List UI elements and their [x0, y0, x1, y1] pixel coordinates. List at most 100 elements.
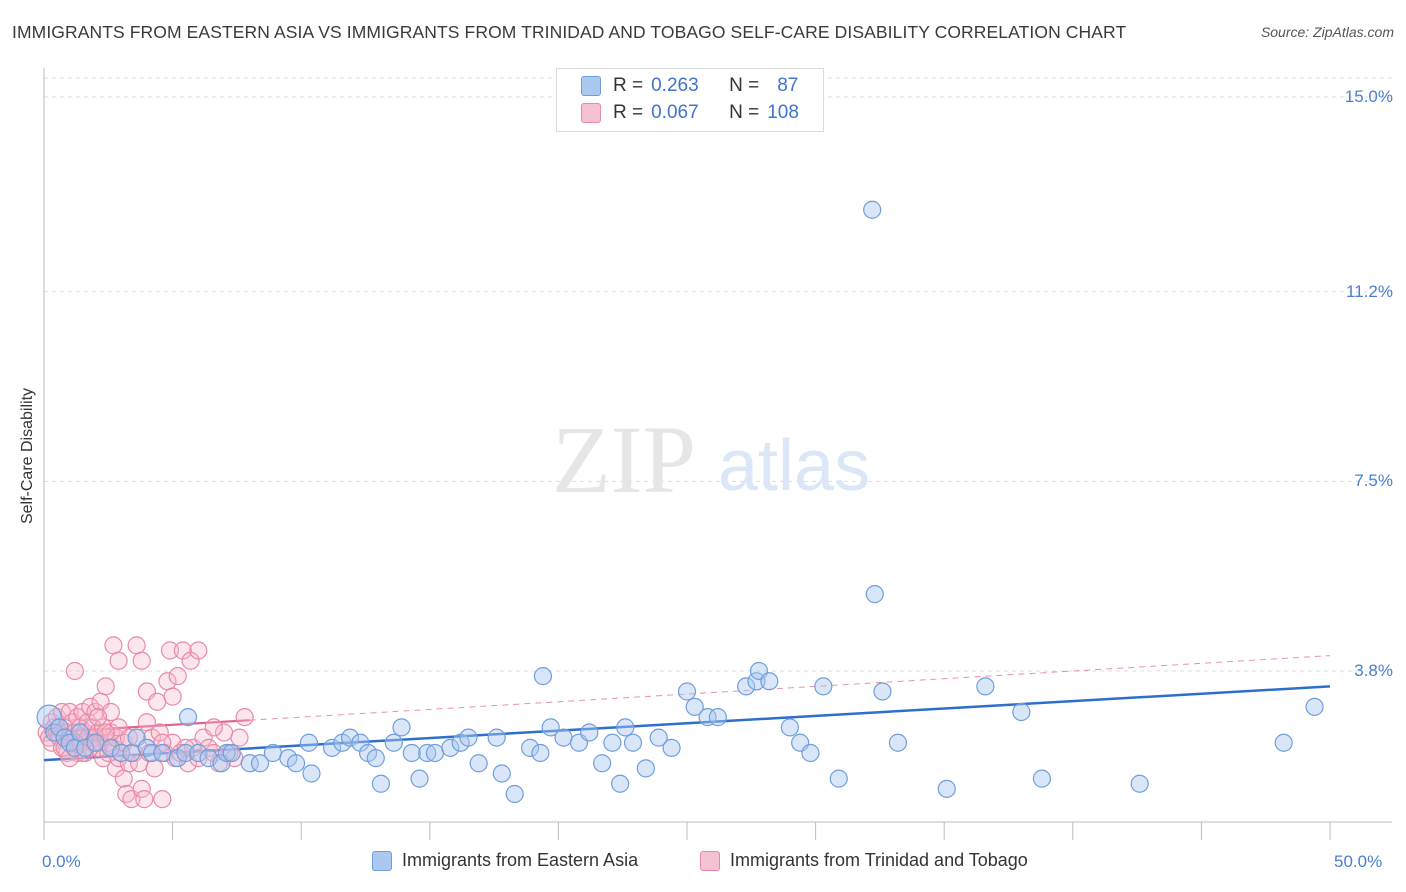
data-point-trinidad-tobago [148, 692, 167, 711]
legend-row-trinidad-tobago: R = 0.067 N = 108 [581, 100, 799, 126]
series-trinidad-tobago-points [37, 636, 254, 809]
legend-n-value: 87 [777, 75, 799, 96]
data-point-eastern-asia [737, 677, 756, 696]
legend-n-value: 108 [767, 102, 799, 123]
data-point-eastern-asia [829, 769, 848, 788]
bottom-legend-eastern-asia: Immigrants from Eastern Asia [372, 850, 638, 871]
data-point-trinidad-tobago [96, 728, 115, 747]
data-point-trinidad-tobago [88, 708, 108, 727]
data-point-eastern-asia [410, 769, 429, 788]
data-point-trinidad-tobago [81, 697, 100, 716]
data-point-trinidad-tobago [96, 677, 115, 696]
data-point-eastern-asia [112, 743, 131, 763]
grid-lines [44, 77, 1392, 672]
data-point-eastern-asia [286, 754, 306, 773]
data-point-trinidad-tobago [168, 667, 187, 686]
data-point-eastern-asia [505, 784, 524, 804]
data-point-trinidad-tobago [109, 651, 128, 670]
data-point-eastern-asia [50, 718, 69, 737]
data-point-trinidad-tobago [181, 651, 200, 670]
data-point-eastern-asia [384, 733, 403, 752]
data-point-eastern-asia [554, 728, 573, 747]
data-point-eastern-asia [863, 200, 882, 219]
data-point-eastern-asia [217, 743, 236, 763]
data-point-eastern-asia [580, 723, 599, 742]
data-point-eastern-asia [322, 738, 342, 757]
watermark-atlas: atlas [718, 426, 870, 506]
data-point-eastern-asia [487, 728, 506, 747]
data-point-trinidad-tobago [160, 641, 180, 660]
data-point-eastern-asia [636, 759, 655, 778]
data-point-trinidad-tobago [127, 636, 146, 655]
bottom-legend-label: Immigrants from Trinidad and Tobago [730, 850, 1028, 870]
legend-r-label: R = [613, 102, 644, 123]
legend-row-eastern-asia: R = 0.263 N = 87 [581, 73, 798, 99]
data-point-trinidad-tobago [163, 687, 182, 706]
legend-n-label: N = [729, 75, 760, 96]
data-point-eastern-asia [708, 708, 727, 727]
data-point-eastern-asia [649, 728, 668, 747]
series-eastern-asia-points [36, 200, 1324, 804]
data-point-trinidad-tobago [145, 759, 164, 778]
data-point-eastern-asia [240, 754, 259, 773]
legend-r-label: R = [613, 75, 644, 96]
y-tick-label: 7.5% [1354, 471, 1393, 491]
data-point-trinidad-tobago [173, 641, 192, 660]
data-point-eastern-asia [698, 708, 717, 727]
watermark: ZIP atlas [552, 406, 870, 513]
data-point-eastern-asia [122, 743, 141, 763]
data-point-eastern-asia [760, 672, 779, 691]
data-point-trinidad-tobago [132, 651, 151, 670]
data-point-eastern-asia [76, 738, 95, 757]
data-point-trinidad-tobago [60, 749, 79, 768]
legend-n-label: N = [729, 102, 760, 123]
data-point-eastern-asia [873, 682, 892, 701]
data-point-trinidad-tobago [153, 790, 172, 809]
legend-r-value: 0.263 [651, 75, 699, 96]
data-point-eastern-asia [178, 708, 198, 727]
legend-swatch-blue [581, 76, 601, 96]
y-tick-label: 11.2% [1346, 281, 1393, 301]
data-point-eastern-asia [865, 585, 884, 604]
data-point-trinidad-tobago [65, 661, 84, 681]
data-point-eastern-asia [392, 718, 411, 737]
data-point-eastern-asia [1305, 697, 1324, 716]
legend-swatch-pink [581, 103, 601, 123]
axes [43, 68, 1392, 840]
data-point-eastern-asia [153, 743, 172, 763]
data-point-eastern-asia [441, 738, 460, 757]
bottom-legend-swatch-blue [372, 850, 392, 871]
data-point-eastern-asia [801, 743, 820, 763]
data-point-eastern-asia [814, 677, 833, 696]
bottom-legend-label: Immigrants from Eastern Asia [402, 850, 639, 870]
data-point-trinidad-tobago [204, 743, 223, 763]
source-credit: Source: ZipAtlas.com [1260, 24, 1394, 40]
data-point-trinidad-tobago [235, 708, 254, 727]
trend-line-trinidad-tobago-extension [249, 655, 1331, 721]
data-point-eastern-asia [142, 743, 162, 763]
correlation-legend: R = 0.263 N = 87 R = 0.067 N = 108 [556, 68, 824, 132]
data-point-eastern-asia [533, 667, 553, 686]
data-point-eastern-asia [492, 764, 511, 783]
x-tick-label-max: 50.0% [1334, 852, 1383, 871]
data-point-eastern-asia [1032, 769, 1052, 788]
data-point-eastern-asia [425, 743, 445, 763]
data-point-trinidad-tobago [104, 636, 123, 655]
data-point-eastern-asia [469, 754, 488, 773]
bottom-legend-swatch-pink [700, 850, 720, 871]
chart-title: IMMIGRANTS FROM EASTERN ASIA VS IMMIGRAN… [12, 22, 1127, 42]
data-point-eastern-asia [1130, 774, 1149, 793]
data-point-trinidad-tobago [114, 769, 133, 788]
data-point-eastern-asia [366, 749, 385, 768]
y-axis-label: Self-Care Disability [19, 387, 36, 525]
data-point-eastern-asia [299, 733, 319, 752]
data-point-eastern-asia [677, 682, 697, 701]
data-point-eastern-asia [36, 704, 62, 730]
data-point-eastern-asia [418, 743, 437, 763]
watermark-zip: ZIP [552, 406, 696, 513]
data-point-eastern-asia [45, 723, 64, 742]
trend-line-trinidad-tobago [43, 719, 250, 734]
data-point-eastern-asia [250, 754, 270, 773]
data-point-eastern-asia [101, 738, 120, 757]
